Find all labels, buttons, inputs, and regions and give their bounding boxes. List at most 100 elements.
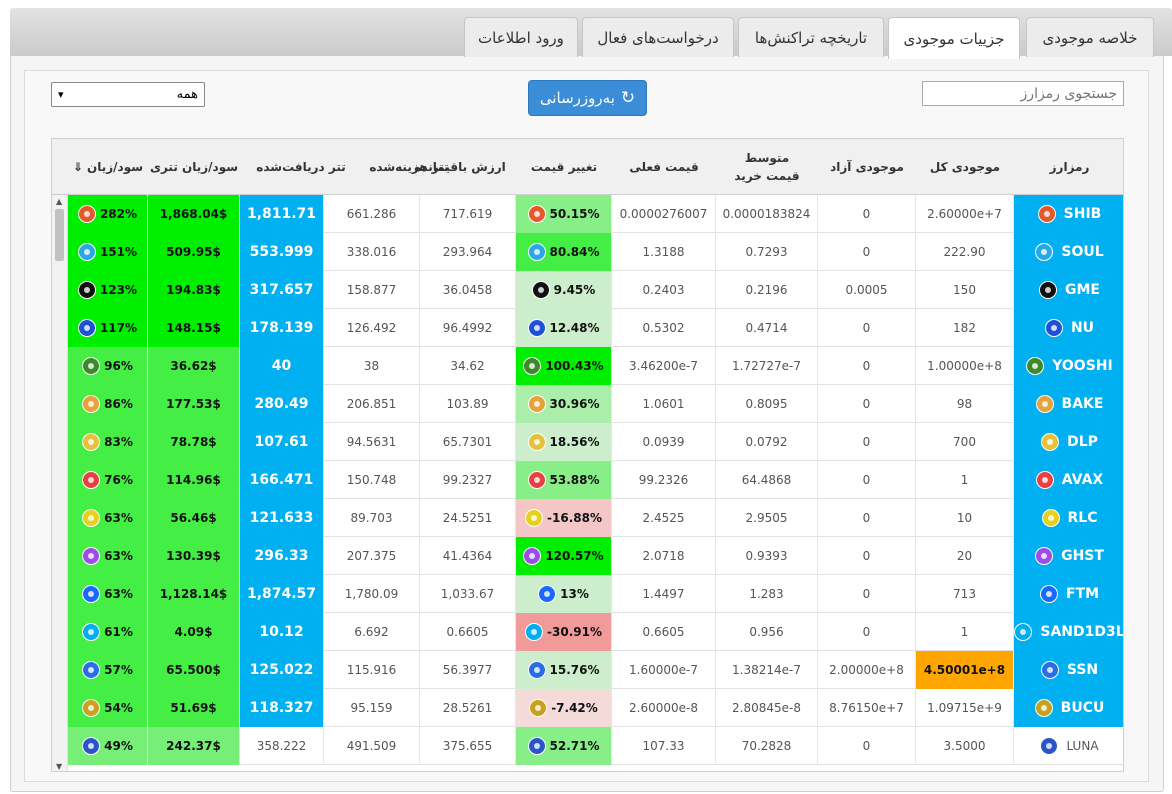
tab-data-entry[interactable]: ورود اطلاعات <box>464 17 578 57</box>
cell-coin[interactable]: DLP <box>1014 423 1123 461</box>
cell-coin[interactable]: GHST <box>1014 537 1123 575</box>
cell-coin[interactable]: SAND1D3L <box>1014 613 1123 651</box>
table-row[interactable]: 61% 4.09$ 10.12 6.692 0.6605 -30.91% 0.6605 0.9… <box>68 613 1123 651</box>
table-row[interactable]: 96% 36.62$ 40 38 34.62 100.43% 3.46200e-7 1.727… <box>68 347 1123 385</box>
table-row[interactable]: 86% 177.53$ 280.49 206.851 103.89 30.96% 1.060… <box>68 385 1123 423</box>
refresh-button[interactable]: به‌روزرسانی ↻ <box>528 80 647 116</box>
table-row[interactable]: 63% 56.46$ 121.633 89.703 24.5251 -16.88% 2.45… <box>68 499 1123 537</box>
header-usdt-pnl[interactable]: سود/زیان تتری <box>149 160 239 174</box>
cell-total: 182 <box>916 309 1014 347</box>
table-row[interactable]: 63% 1,128.14$ 1,874.57 1,780.09 1,033.67 13% 1… <box>68 575 1123 613</box>
cell-cost: 126.492 <box>324 309 420 347</box>
cell-remaining: 96.4992 <box>420 309 516 347</box>
rlc-icon <box>525 509 544 527</box>
cell-cur: 1.0601 <box>612 385 716 423</box>
cell-avg-value: 0.4714 <box>745 321 788 335</box>
cell-change: 100.43% <box>516 347 612 385</box>
header-avg-price[interactable]: متوسط قیمت خرید <box>734 151 800 183</box>
header-usdt-received[interactable]: تتر دریافت‌شده <box>256 160 346 174</box>
scrollbar-thumb[interactable] <box>55 209 64 261</box>
coin-symbol: GME <box>1065 282 1100 298</box>
header-price-change[interactable]: تغییر قیمت <box>530 160 598 174</box>
cell-remaining-value: 375.655 <box>442 739 493 753</box>
cell-remaining: 99.2327 <box>420 461 516 499</box>
luna-icon <box>82 737 101 755</box>
header-coin[interactable]: رمزارز <box>1049 160 1090 174</box>
cell-usdtPnl-value: 1,128.14$ <box>159 587 228 601</box>
cell-pnl: 282% <box>68 195 148 233</box>
table-row[interactable]: 57% 65.500$ 125.022 115.916 56.3977 15.76% 1.6… <box>68 651 1123 689</box>
cell-coin[interactable]: NU <box>1014 309 1123 347</box>
header-current-price[interactable]: قیمت فعلی <box>629 160 699 174</box>
cell-total: 2.60000e+7 <box>916 195 1014 233</box>
cell-coin[interactable]: BAKE <box>1014 385 1123 423</box>
cell-cur: 1.60000e-7 <box>612 651 716 689</box>
coin-symbol: AVAX <box>1061 472 1104 488</box>
header-remaining-value[interactable]: ارزش باقیمانده <box>414 160 506 174</box>
cell-cost: 206.851 <box>324 385 420 423</box>
cell-coin[interactable]: FTM <box>1014 575 1123 613</box>
cell-coin[interactable]: LUNA <box>1014 727 1123 765</box>
cell-cur: 107.33 <box>612 727 716 765</box>
cell-avg: 64.4868 <box>716 461 818 499</box>
cell-remaining: 65.7301 <box>420 423 516 461</box>
cell-pnl: 86% <box>68 385 148 423</box>
cell-coin[interactable]: SHIB <box>1014 195 1123 233</box>
cell-change: -30.91% <box>516 613 612 651</box>
cell-cost: 94.5631 <box>324 423 420 461</box>
cell-free: 0 <box>818 385 916 423</box>
cell-avg: 0.7293 <box>716 233 818 271</box>
cell-coin[interactable]: YOOSHI <box>1014 347 1123 385</box>
cell-cost: 207.375 <box>324 537 420 575</box>
cell-coin[interactable]: SSN <box>1014 651 1123 689</box>
header-free[interactable]: موجودی آزاد <box>830 160 904 174</box>
filter-select[interactable]: ▾ همه <box>51 82 205 107</box>
cell-remaining-value: 65.7301 <box>442 435 493 449</box>
cell-coin[interactable]: GME <box>1014 271 1123 309</box>
cell-total: 4.50001e+8 <box>916 651 1014 689</box>
table-row[interactable]: 83% 78.78$ 107.61 94.5631 65.7301 18.56% 0.093… <box>68 423 1123 461</box>
cell-total: 700 <box>916 423 1014 461</box>
cell-cost-value: 150.748 <box>346 473 397 487</box>
tab-details[interactable]: جزییات موجودی <box>888 17 1020 59</box>
header-usdt-cost[interactable]: تتر هزینه‌شده <box>369 160 449 174</box>
coin-symbol: NU <box>1070 320 1095 336</box>
table-row[interactable]: 63% 130.39$ 296.33 207.375 41.4364 120.57% 2.0… <box>68 537 1123 575</box>
nu-icon <box>527 319 546 337</box>
cell-total: 3.5000 <box>916 727 1014 765</box>
cell-coin[interactable]: RLC <box>1014 499 1123 537</box>
cell-cost: 89.703 <box>324 499 420 537</box>
search-input[interactable] <box>922 81 1124 106</box>
cell-cur-value: 3.46200e-7 <box>629 359 698 373</box>
table-row[interactable]: 151% 509.95$ 553.999 338.016 293.964 80.84% 1.… <box>68 233 1123 271</box>
cell-avg-value: 0.2196 <box>745 283 788 297</box>
cell-received-value: 125.022 <box>249 662 314 678</box>
table-scrollbar[interactable]: ▲ ▼ <box>52 195 68 771</box>
tab-transactions[interactable]: تاریخچه تراکنش‌ها <box>738 17 884 57</box>
scroll-down-icon[interactable]: ▼ <box>56 762 63 771</box>
table-row[interactable]: 49% 242.37$ 358.222 491.509 375.655 52.71% 107… <box>68 727 1123 765</box>
table-row[interactable]: 123% 194.83$ 317.657 158.877 36.0458 9.45% 0.2… <box>68 271 1123 309</box>
cell-remaining: 1,033.67 <box>420 575 516 613</box>
table-row[interactable]: 117% 148.15$ 178.139 126.492 96.4992 12.48% 0.… <box>68 309 1123 347</box>
cell-usdtPnl: 242.37$ <box>148 727 240 765</box>
cell-avg-value: 0.7293 <box>745 245 788 259</box>
table-row[interactable]: 76% 114.96$ 166.471 150.748 99.2327 53.88% 99.… <box>68 461 1123 499</box>
cell-cur: 0.6605 <box>612 613 716 651</box>
avax-icon <box>1035 471 1054 489</box>
cell-cost: 115.916 <box>324 651 420 689</box>
tab-summary[interactable]: خلاصه موجودی <box>1026 17 1154 57</box>
cell-received: 553.999 <box>240 233 324 271</box>
cell-coin[interactable]: BUCU <box>1014 689 1123 727</box>
cell-cost-value: 661.286 <box>346 207 397 221</box>
cell-coin[interactable]: SOUL <box>1014 233 1123 271</box>
cell-usdtPnl: 4.09$ <box>148 613 240 651</box>
table-row[interactable]: 282% 1,868.04$ 1,811.71 661.286 717.619 50.15… <box>68 195 1123 233</box>
cell-coin[interactable]: AVAX <box>1014 461 1123 499</box>
header-pnl[interactable]: سود/زیان ⇓ <box>68 139 148 195</box>
refresh-label: به‌روزرسانی <box>539 89 615 107</box>
tab-active-orders[interactable]: درخواست‌های فعال <box>582 17 734 57</box>
table-row[interactable]: 54% 51.69$ 118.327 95.159 28.5261 -7.42% 2.600… <box>68 689 1123 727</box>
scroll-up-icon[interactable]: ▲ <box>56 197 63 206</box>
header-total[interactable]: موجودی کل <box>929 160 1001 174</box>
